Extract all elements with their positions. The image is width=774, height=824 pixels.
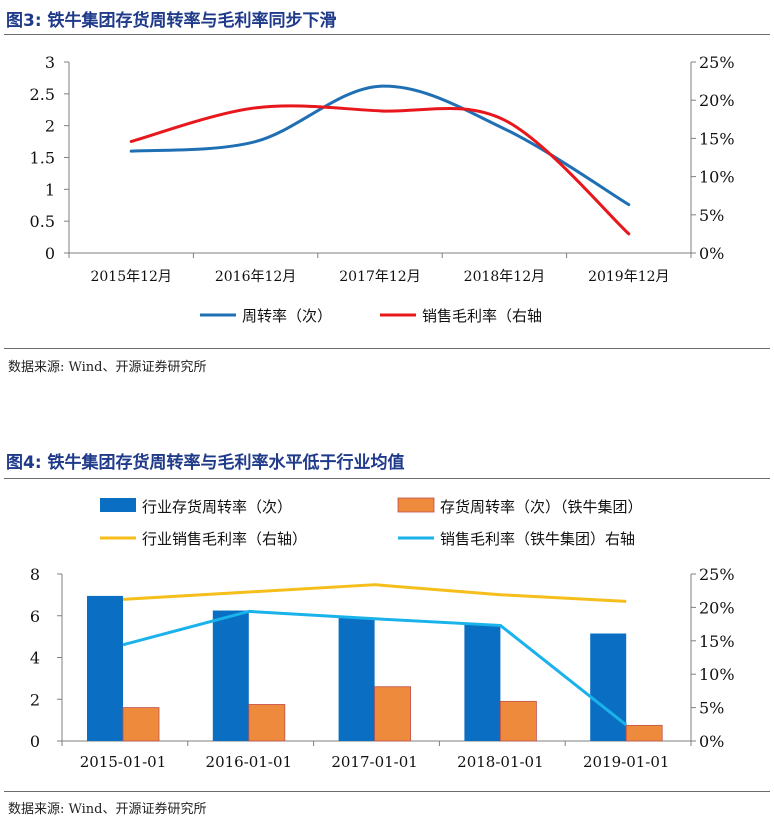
figure3-source-rule	[4, 348, 770, 349]
figure4-title-rule	[4, 478, 770, 479]
legend-label-1: 行业存货周转率（次）	[142, 498, 292, 516]
left-tick-label: 0	[45, 244, 55, 263]
figure3-source: 数据来源: Wind、开源证券研究所	[8, 360, 207, 375]
right-tick-label: 20%	[699, 91, 735, 110]
figure3-chart: 0 0.5 1 1.5 2 2.5 3 0% 5% 10% 15% 20% 25% 2015年12月 201…	[30, 53, 735, 325]
x-tick-label: 2017-01-01	[331, 753, 417, 771]
right-tick-label: 5%	[699, 699, 724, 718]
x-tick-label: 2018年12月	[464, 269, 545, 285]
bar-1	[590, 633, 627, 741]
left-tick-label: 3	[45, 53, 55, 72]
x-tick-label: 2015年12月	[90, 269, 171, 285]
x-tick-label: 2016-01-01	[206, 753, 292, 771]
right-tick-label: 10%	[699, 168, 735, 187]
right-tick-label: 10%	[699, 665, 735, 684]
right-tick-label: 25%	[699, 53, 735, 72]
x-tick-label: 2017年12月	[339, 269, 420, 285]
left-tick-label: 4	[30, 649, 40, 668]
right-tick-label: 0%	[699, 732, 724, 751]
x-tick-label: 2015-01-01	[80, 753, 166, 771]
bar-2	[374, 686, 412, 742]
bar-2	[625, 724, 663, 742]
right-tick-label: 20%	[699, 598, 735, 617]
left-tick-label: 6	[30, 607, 40, 626]
left-tick-label: 0	[30, 732, 40, 751]
x-tick-label: 2018-01-01	[457, 753, 543, 771]
figure4-source: 数据来源: Wind、开源证券研究所	[8, 802, 207, 817]
legend-swatch-2	[397, 497, 435, 513]
legend-swatch-1	[100, 498, 136, 512]
figure4-source-rule	[4, 791, 770, 792]
legend-label-1: 周转率（次）	[242, 307, 332, 325]
left-tick-label: 0.5	[30, 212, 55, 231]
bar-2	[122, 707, 160, 742]
right-tick-label: 15%	[699, 632, 735, 651]
bar-1	[212, 610, 249, 741]
right-tick-label: 0%	[699, 244, 724, 263]
x-tick-label: 2019-01-01	[583, 753, 669, 771]
x-tick-label: 2019年12月	[588, 269, 669, 285]
legend-label-3: 行业销售毛利率（右轴）	[142, 530, 307, 548]
right-tick-label: 5%	[699, 206, 724, 225]
legend-label-2: 销售毛利率（右轴	[422, 307, 542, 325]
bar-1	[87, 595, 123, 741]
left-tick-label: 1.5	[30, 149, 55, 168]
series-line-2	[129, 104, 631, 236]
right-tick-label: 25%	[699, 565, 735, 584]
figure3-title-rule	[4, 34, 770, 35]
bar-1	[464, 624, 501, 741]
line-series-1	[122, 583, 627, 603]
right-tick-label: 15%	[699, 129, 735, 148]
figure4-title: 图4: 铁牛集团存货周转率与毛利率水平低于行业均值	[6, 453, 405, 473]
series-line-1	[129, 84, 631, 207]
left-tick-label: 1	[45, 180, 55, 199]
bar-1	[338, 617, 375, 741]
left-tick-label: 2	[45, 117, 55, 136]
left-tick-label: 2	[30, 690, 40, 709]
bar-2	[499, 700, 537, 742]
figure3-title: 图3: 铁牛集团存货周转率与毛利率同步下滑	[6, 11, 337, 31]
legend-label-2: 存货周转率（次）（铁牛集团）	[440, 498, 643, 516]
legend-label-4: 销售毛利率（铁牛集团）右轴	[440, 530, 635, 548]
left-tick-label: 8	[30, 565, 40, 584]
figure4-chart: 行业存货周转率（次） 存货周转率（次）（铁牛集团） 行业销售毛利率（右轴） 销售毛利率…	[30, 497, 735, 771]
bar-2	[248, 704, 286, 742]
x-tick-label: 2016年12月	[215, 269, 296, 285]
left-tick-label: 2.5	[30, 85, 55, 104]
